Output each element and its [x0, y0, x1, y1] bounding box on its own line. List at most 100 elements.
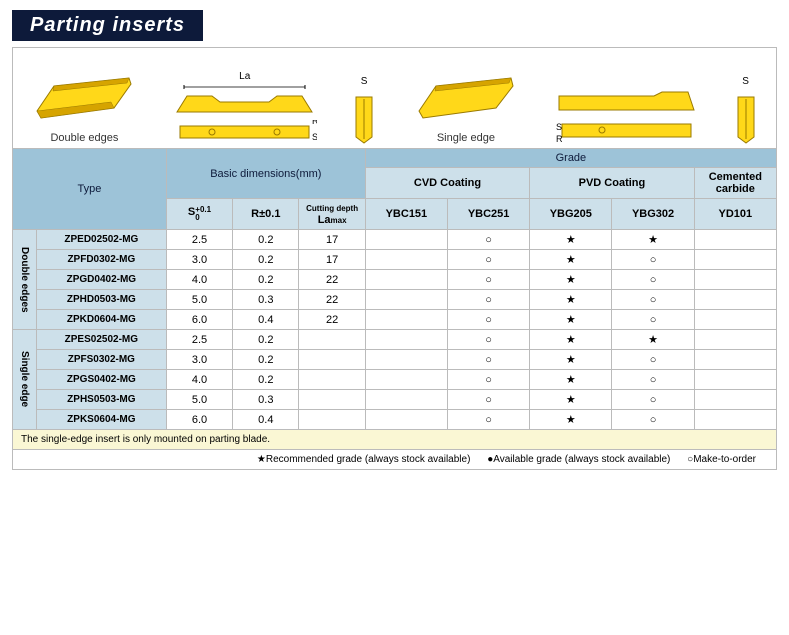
diagram-double-profiles: La R S	[172, 71, 317, 144]
dim-cell: 2.5	[166, 230, 232, 250]
dim-cell: 0.3	[233, 390, 299, 410]
diagram-double-end: S	[350, 76, 378, 144]
grade-cell: ★	[530, 230, 612, 250]
note-text: The single-edge insert is only mounted o…	[13, 430, 777, 450]
grade-cell: ★	[612, 330, 694, 350]
diagram-single-3d: Single edge	[411, 56, 521, 144]
hdr-type: Type	[13, 149, 167, 230]
hdr-ybg302: YBG302	[612, 199, 694, 230]
grade-cell: ○	[448, 310, 530, 330]
hdr-la: Cutting depth Lamax	[299, 199, 365, 230]
grade-cell	[365, 310, 447, 330]
profile-single-bottom-icon: S R	[554, 118, 699, 144]
dim-cell: 22	[299, 270, 365, 290]
hdr-ybg205: YBG205	[530, 199, 612, 230]
hdr-pvd: PVD Coating	[530, 168, 694, 199]
grade-cell: ○	[448, 330, 530, 350]
grade-cell: ○	[612, 290, 694, 310]
grade-cell	[365, 390, 447, 410]
group-label: Double edges	[13, 230, 37, 330]
row-name: ZPGD0402-MG	[36, 270, 166, 290]
grade-cell: ○	[448, 350, 530, 370]
diagram-single-profiles: S R	[554, 86, 699, 144]
insert-3d-single-icon	[411, 56, 521, 126]
grade-cell	[365, 250, 447, 270]
dim-cell: 22	[299, 290, 365, 310]
row-name: ZPKD0604-MG	[36, 310, 166, 330]
legend: ★Recommended grade (always stock availab…	[13, 450, 777, 470]
grade-cell	[694, 330, 776, 350]
diagram-single-end: S	[732, 76, 760, 144]
dim-cell: 17	[299, 230, 365, 250]
dim-cell: 0.2	[233, 230, 299, 250]
grade-cell: ★	[530, 410, 612, 430]
grade-cell	[365, 350, 447, 370]
dim-cell: 5.0	[166, 390, 232, 410]
grade-cell: ★	[530, 310, 612, 330]
grade-cell: ★	[530, 250, 612, 270]
row-name: ZPHS0503-MG	[36, 390, 166, 410]
hdr-ybc151: YBC151	[365, 199, 447, 230]
grade-cell: ○	[612, 270, 694, 290]
spec-table: Type Basic dimensions(mm) Grade CVD Coat…	[12, 148, 777, 470]
grade-cell: ★	[530, 370, 612, 390]
dim-cell: 2.5	[166, 330, 232, 350]
grade-cell	[694, 410, 776, 430]
grade-cell	[365, 370, 447, 390]
single-edge-label: Single edge	[437, 132, 495, 144]
grade-cell: ○	[448, 410, 530, 430]
grade-cell: ○	[612, 350, 694, 370]
grade-cell: ○	[448, 370, 530, 390]
grade-cell: ○	[448, 250, 530, 270]
dim-cell: 0.4	[233, 310, 299, 330]
grade-cell	[694, 390, 776, 410]
diagram-double-3d: Double edges	[29, 56, 139, 144]
grade-cell: ○	[448, 270, 530, 290]
hdr-cemented: Cemented carbide	[694, 168, 776, 199]
grade-cell	[694, 370, 776, 390]
hdr-s: S+0.10	[166, 199, 232, 230]
grade-cell: ○	[448, 390, 530, 410]
page-title: Parting inserts	[12, 10, 203, 41]
grade-cell	[365, 230, 447, 250]
grade-cell: ○	[612, 390, 694, 410]
end-view-single-icon	[732, 89, 760, 144]
grade-cell	[365, 270, 447, 290]
row-name: ZPFS0302-MG	[36, 350, 166, 370]
grade-cell	[694, 310, 776, 330]
dim-cell: 6.0	[166, 410, 232, 430]
dim-cell: 0.2	[233, 270, 299, 290]
grade-cell: ★	[530, 390, 612, 410]
svg-text:R: R	[556, 134, 563, 144]
profile-bottom-icon: R S	[172, 120, 317, 144]
dim-cell: 3.0	[166, 350, 232, 370]
grade-cell: ○	[612, 250, 694, 270]
grade-cell	[694, 250, 776, 270]
dim-cell: 0.2	[233, 330, 299, 350]
hdr-yd101: YD101	[694, 199, 776, 230]
grade-cell	[365, 410, 447, 430]
grade-cell	[694, 230, 776, 250]
grade-cell: ○	[448, 230, 530, 250]
dim-cell: 5.0	[166, 290, 232, 310]
diagram-row: Double edges La R S S Single edge	[12, 47, 777, 148]
grade-cell: ○	[448, 290, 530, 310]
dim-cell	[299, 410, 365, 430]
group-label: Single edge	[13, 330, 37, 430]
grade-cell	[365, 290, 447, 310]
grade-cell: ★	[530, 350, 612, 370]
dim-cell: 0.2	[233, 250, 299, 270]
legend-available: ●Available grade (always stock available…	[487, 454, 670, 465]
svg-text:R: R	[312, 120, 317, 126]
hdr-grade: Grade	[365, 149, 776, 168]
dim-cell: 0.2	[233, 370, 299, 390]
double-edges-label: Double edges	[50, 132, 118, 144]
grade-cell: ○	[612, 410, 694, 430]
hdr-ybc251: YBC251	[448, 199, 530, 230]
insert-3d-icon	[29, 56, 139, 126]
grade-cell	[694, 290, 776, 310]
la-label: La	[239, 71, 250, 82]
s-label-1: S	[361, 76, 368, 87]
grade-cell	[694, 270, 776, 290]
row-name: ZPED02502-MG	[36, 230, 166, 250]
